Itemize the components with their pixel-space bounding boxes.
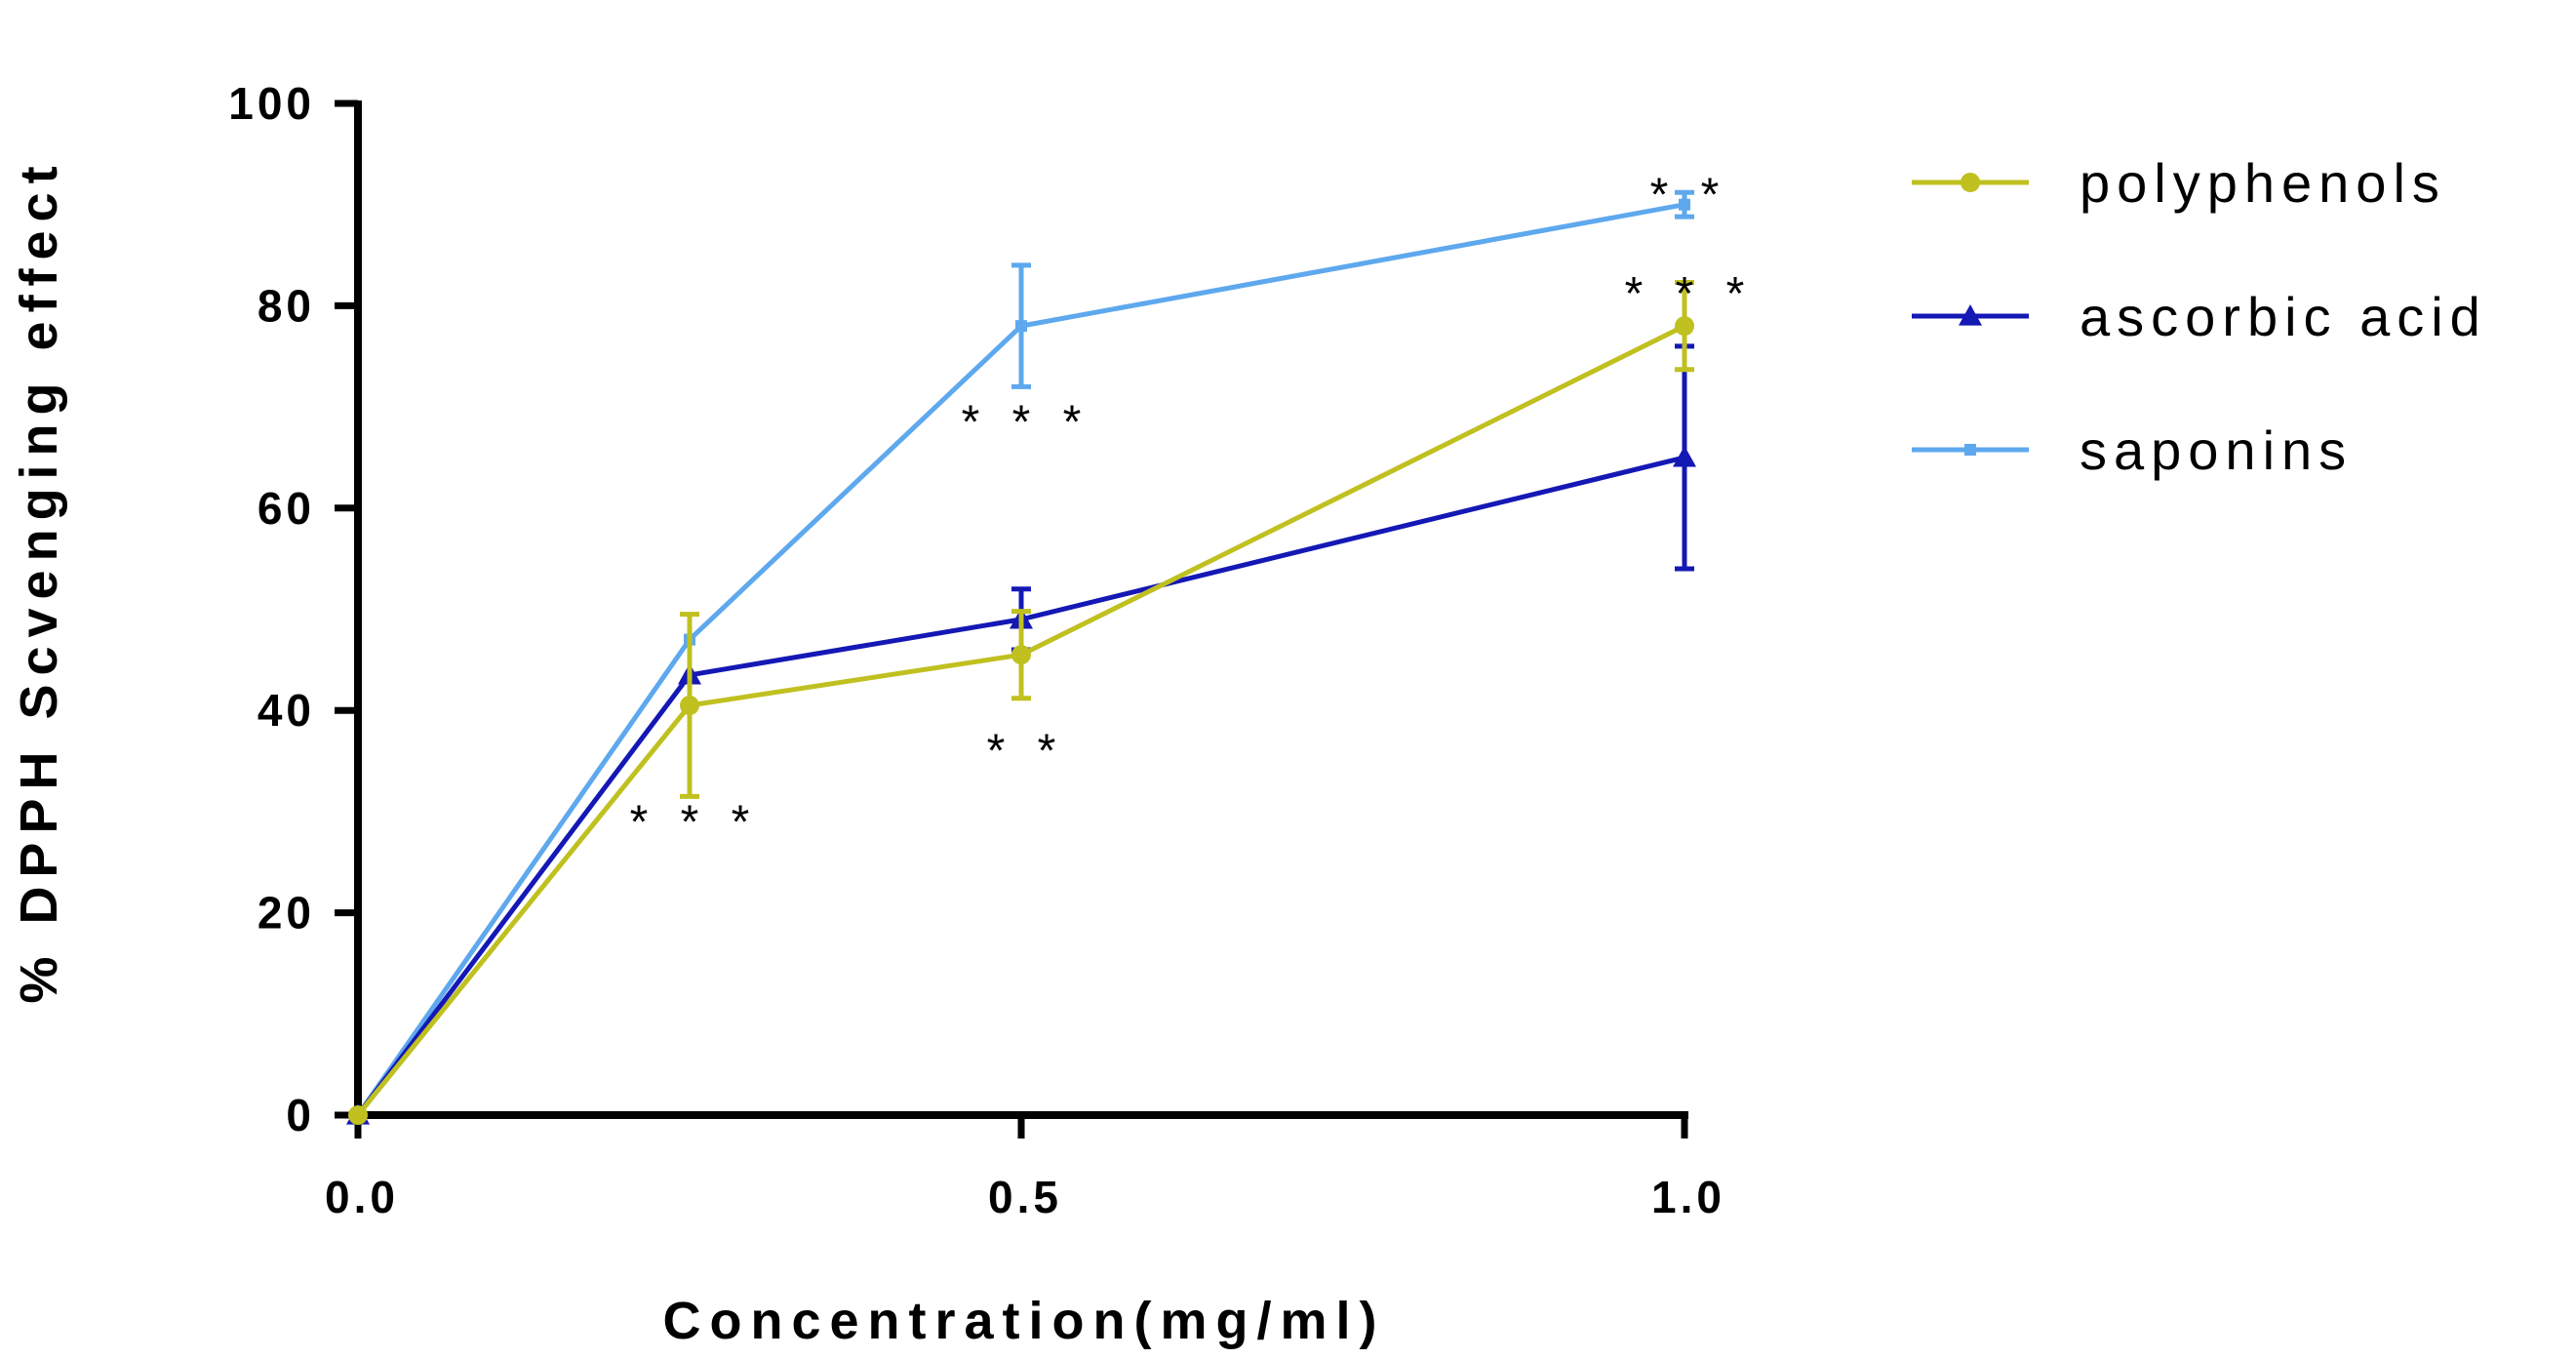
y-tick-label: 20 — [258, 888, 315, 939]
marker-square — [1015, 320, 1027, 333]
marker-triangle — [1959, 304, 1982, 326]
series-line — [356, 323, 1686, 1117]
marker-circle — [1961, 173, 1980, 192]
significance-label: * * * — [1625, 268, 1755, 320]
legend-label: ascorbic acid — [2080, 286, 2487, 347]
significance-label: * * — [1650, 169, 1729, 220]
x-tick-label: 0.5 — [988, 1172, 1062, 1222]
legend-label: saponins — [2080, 420, 2353, 481]
annotations: * * * * * * * * * * * * * — [630, 169, 1755, 848]
marker-circle — [680, 696, 699, 716]
y-tick-label: 100 — [228, 78, 315, 129]
y-axis-title: % DPPH Scvenging effect — [10, 157, 68, 1003]
marker-triangle — [1673, 445, 1696, 467]
x-tick-label: 0.0 — [325, 1172, 399, 1222]
significance-label: * * * — [630, 796, 760, 848]
marker-square — [1964, 444, 1976, 456]
significance-label: * * * — [962, 397, 1091, 449]
legend-item-saponins: saponins — [1912, 420, 2353, 481]
marker-circle — [1011, 645, 1031, 665]
legend-item-polyphenols: polyphenols — [1912, 152, 2446, 214]
series-layer — [346, 189, 1696, 1125]
legend-label: polyphenols — [2080, 152, 2446, 214]
ticks: 0 20 40 60 80 100 0.0 0.5 1.0 — [228, 78, 1725, 1222]
y-tick-label: 40 — [258, 685, 315, 736]
y-tick-label: 0 — [286, 1090, 315, 1140]
x-axis-title: Concentration(mg/ml) — [663, 1292, 1386, 1350]
marker-circle — [1675, 316, 1694, 337]
y-tick-label: 60 — [258, 483, 315, 534]
marker-square — [1679, 198, 1690, 211]
legend: polyphenols ascorbic acid saponins — [1912, 152, 2487, 481]
series-line — [356, 455, 1685, 1117]
significance-label: * * — [987, 726, 1066, 778]
marker-circle — [348, 1105, 368, 1125]
series-line — [355, 202, 1685, 1117]
x-tick-label: 1.0 — [1651, 1172, 1725, 1222]
series-polyphenols — [348, 280, 1694, 1125]
y-tick-label: 80 — [258, 280, 315, 331]
legend-item-ascorbic-acid: ascorbic acid — [1912, 286, 2487, 347]
